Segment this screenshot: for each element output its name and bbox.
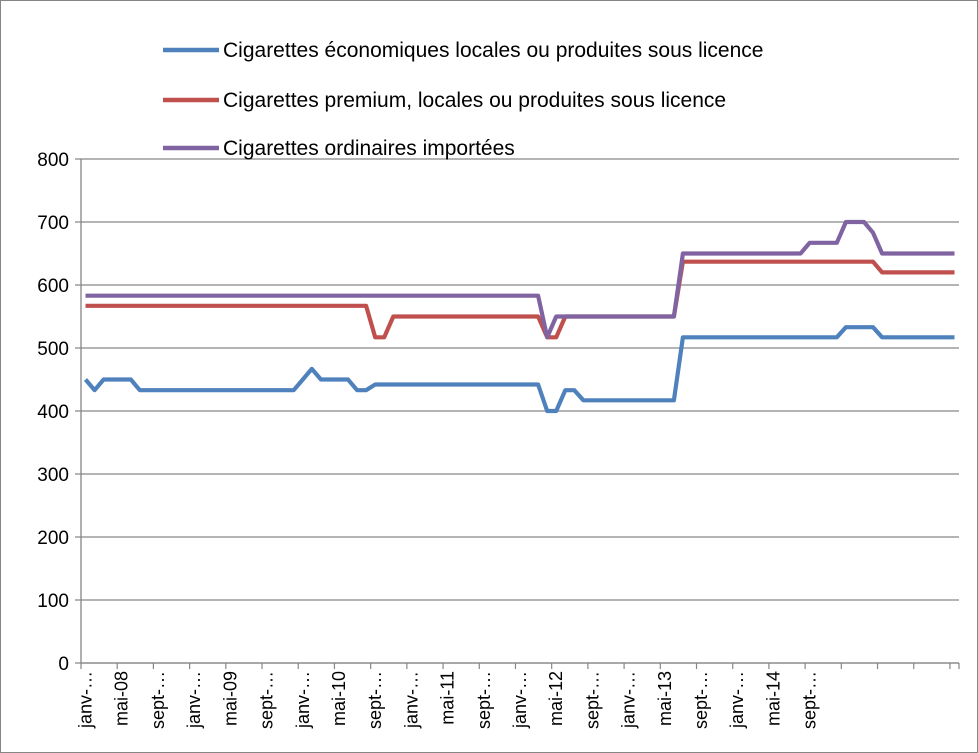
x-tick-label: janv-…: [401, 671, 421, 729]
x-tick-label: mai-14: [763, 671, 783, 726]
y-tick-label: 300: [37, 465, 69, 486]
x-tick-label: sept-…: [691, 671, 711, 729]
legend-label-3: Cigarettes ordinaires importées: [223, 137, 515, 160]
x-tick-label: mai-12: [546, 671, 566, 726]
x-tick-label: janv-…: [619, 671, 639, 729]
x-tick-label: mai-10: [329, 671, 349, 726]
legend: Cigarettes économiques locales ou produi…: [163, 39, 763, 160]
y-tick-label: 0: [58, 654, 69, 675]
y-tick-label: 400: [37, 402, 69, 423]
gridlines: [75, 158, 959, 664]
x-tick-label: sept-…: [148, 671, 168, 729]
x-tick-label: mai-11: [438, 671, 458, 725]
x-axis: janv-… mai-08 sept-… janv-… mai-09 sept-… janv…: [76, 159, 960, 729]
x-tick-label: janv-…: [76, 671, 96, 729]
y-tick-label: 600: [37, 276, 69, 297]
x-tick-label: sept-…: [474, 671, 494, 729]
x-tick-label: janv-…: [510, 671, 530, 729]
x-tick-label: mai-09: [220, 671, 240, 726]
y-tick-label: 100: [37, 591, 69, 612]
legend-label-1: Cigarettes économiques locales ou produi…: [223, 39, 763, 62]
x-tick-label: janv-…: [727, 671, 747, 729]
y-tick-label: 200: [37, 528, 69, 549]
y-axis-ticks: 0 100 200 300 400 500 600 700 800: [37, 150, 69, 675]
x-tick-label: sept-…: [257, 671, 277, 729]
x-tick-label: mai-08: [112, 671, 132, 726]
y-tick-label: 700: [37, 213, 69, 234]
x-tick-label: sept-…: [582, 671, 602, 729]
series-lines: [83, 219, 955, 414]
y-tick-label: 800: [37, 150, 69, 171]
series-line-3: [85, 219, 955, 340]
x-tick-label: janv-…: [184, 671, 204, 729]
x-tick-label: sept-…: [800, 671, 820, 729]
series-line-1: [83, 325, 955, 414]
x-tick-label: sept-…: [365, 671, 385, 729]
x-tick-label: mai-13: [655, 671, 675, 726]
x-tick-label: janv-…: [293, 671, 313, 729]
series-line-2: [85, 259, 955, 340]
y-tick-label: 500: [37, 339, 69, 360]
legend-label-2: Cigarettes premium, locales ou produites…: [223, 89, 726, 112]
